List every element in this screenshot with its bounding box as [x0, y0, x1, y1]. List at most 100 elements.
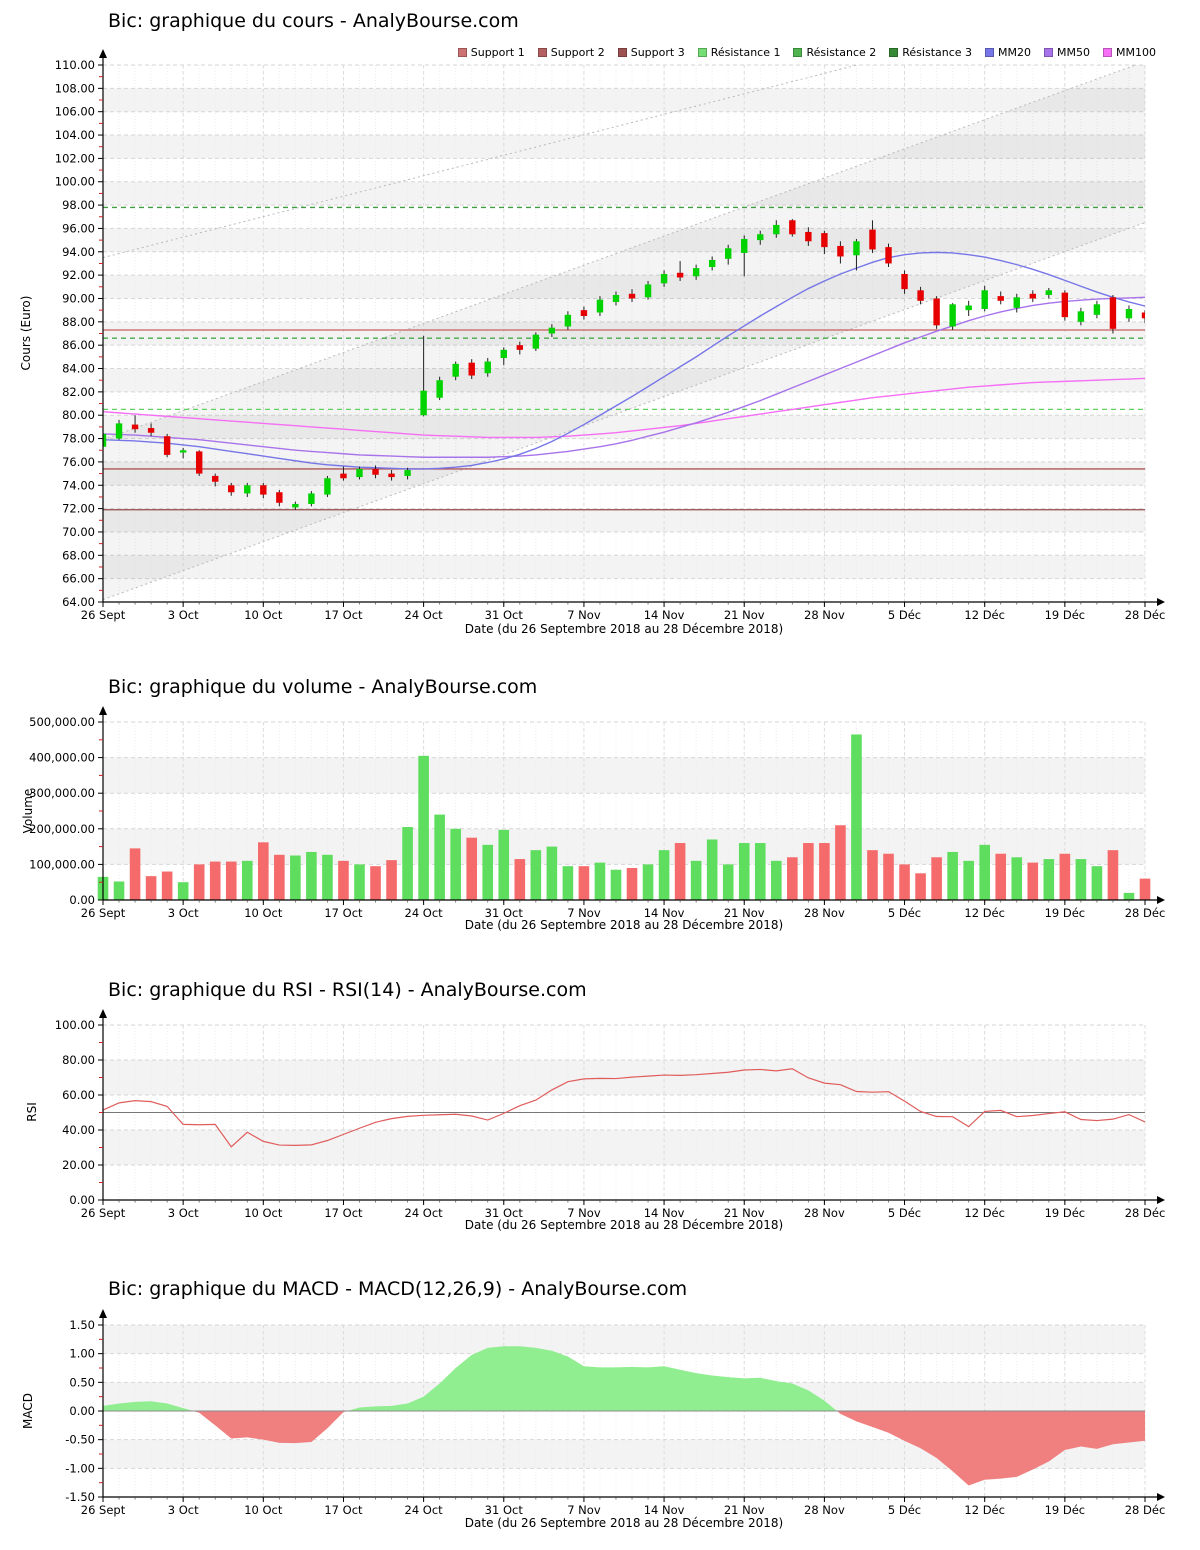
- legend-swatch-icon: [1103, 48, 1113, 57]
- svg-text:26 Sept: 26 Sept: [81, 608, 126, 622]
- rsi-y-axis-label: RSI: [25, 1102, 39, 1122]
- legend-item-mm100: MM100: [1103, 46, 1156, 59]
- legend-label: Support 3: [630, 46, 685, 59]
- svg-text:98.00: 98.00: [62, 198, 95, 212]
- svg-text:100,000.00: 100,000.00: [29, 857, 95, 871]
- svg-text:96.00: 96.00: [62, 221, 95, 235]
- legend-item-support-3: Support 3: [617, 46, 685, 59]
- legend-item-résistance-2: Résistance 2: [793, 46, 876, 59]
- legend-label: Résistance 1: [710, 46, 781, 59]
- svg-text:14 Nov: 14 Nov: [644, 608, 685, 622]
- svg-text:17 Oct: 17 Oct: [324, 1503, 363, 1517]
- svg-text:26 Sept: 26 Sept: [81, 1503, 126, 1517]
- legend-item-résistance-1: Résistance 1: [697, 46, 781, 59]
- volume-chart-title: Bic: graphique du volume - AnalyBourse.c…: [108, 676, 538, 698]
- svg-text:7 Nov: 7 Nov: [567, 608, 601, 622]
- svg-text:64.00: 64.00: [62, 595, 95, 609]
- legend-swatch-icon: [889, 48, 899, 57]
- svg-text:28 Nov: 28 Nov: [804, 906, 845, 920]
- svg-text:0.00: 0.00: [69, 1404, 95, 1418]
- svg-text:5 Déc: 5 Déc: [888, 608, 921, 622]
- legend-label: MM100: [1116, 46, 1156, 59]
- svg-text:12 Déc: 12 Déc: [964, 608, 1005, 622]
- volume-x-axis-label: Date (du 26 Septembre 2018 au 28 Décembr…: [464, 918, 784, 932]
- svg-text:300,000.00: 300,000.00: [29, 786, 95, 800]
- svg-text:3 Oct: 3 Oct: [168, 1206, 199, 1220]
- svg-text:104.00: 104.00: [55, 128, 95, 142]
- legend-label: Résistance 2: [806, 46, 877, 59]
- legend-label: Support 2: [550, 46, 605, 59]
- svg-text:78.00: 78.00: [62, 432, 95, 446]
- svg-text:21 Nov: 21 Nov: [724, 1503, 765, 1517]
- svg-text:26 Sept: 26 Sept: [81, 1206, 126, 1220]
- svg-text:28 Déc: 28 Déc: [1125, 1503, 1166, 1517]
- price-chart-canvas: 64.00 66.00 68.00 70.00 72.00 74.00 76.00 78.00…: [55, 49, 1165, 622]
- svg-text:82.00: 82.00: [62, 385, 95, 399]
- price-chart-title: Bic: graphique du cours - AnalyBourse.co…: [108, 10, 519, 32]
- svg-text:24 Oct: 24 Oct: [405, 906, 444, 920]
- svg-text:31 Oct: 31 Oct: [485, 1206, 524, 1220]
- svg-text:26 Sept: 26 Sept: [81, 906, 126, 920]
- svg-text:21 Nov: 21 Nov: [724, 906, 765, 920]
- svg-text:12 Déc: 12 Déc: [964, 1503, 1005, 1517]
- svg-text:76.00: 76.00: [62, 455, 95, 469]
- svg-text:200,000.00: 200,000.00: [29, 822, 95, 836]
- svg-text:10 Oct: 10 Oct: [244, 1206, 283, 1220]
- svg-text:3 Oct: 3 Oct: [168, 906, 199, 920]
- legend-item-support-2: Support 2: [537, 46, 605, 59]
- svg-text:14 Nov: 14 Nov: [644, 906, 685, 920]
- svg-text:31 Oct: 31 Oct: [485, 608, 524, 622]
- svg-text:1.50: 1.50: [69, 1318, 95, 1332]
- svg-text:31 Oct: 31 Oct: [485, 1503, 524, 1517]
- svg-text:10 Oct: 10 Oct: [244, 1503, 283, 1517]
- svg-text:5 Déc: 5 Déc: [888, 1206, 921, 1220]
- macd-y-axis-label: MACD: [21, 1393, 35, 1429]
- svg-text:1.00: 1.00: [69, 1347, 95, 1361]
- legend-swatch-icon: [617, 48, 627, 57]
- price-y-axis-label: Cours (Euro): [19, 295, 33, 371]
- svg-text:28 Nov: 28 Nov: [804, 1503, 845, 1517]
- legend-label: Résistance 3: [902, 46, 973, 59]
- svg-text:19 Déc: 19 Déc: [1045, 1503, 1086, 1517]
- svg-text:5 Déc: 5 Déc: [888, 1503, 921, 1517]
- svg-text:-0.50: -0.50: [65, 1433, 95, 1447]
- svg-text:19 Déc: 19 Déc: [1045, 608, 1086, 622]
- svg-text:19 Déc: 19 Déc: [1045, 1206, 1086, 1220]
- svg-text:3 Oct: 3 Oct: [168, 608, 199, 622]
- legend-swatch-icon: [1044, 48, 1054, 57]
- svg-text:106.00: 106.00: [55, 105, 95, 119]
- svg-text:68.00: 68.00: [62, 548, 95, 562]
- svg-text:28 Déc: 28 Déc: [1125, 1206, 1166, 1220]
- svg-text:17 Oct: 17 Oct: [324, 906, 363, 920]
- volume-y-axis-label: Volume: [21, 788, 35, 834]
- rsi-chart-section: Bic: graphique du RSI - RSI(14) - AnalyB…: [0, 965, 1200, 1262]
- svg-text:74.00: 74.00: [62, 478, 95, 492]
- svg-text:17 Oct: 17 Oct: [324, 608, 363, 622]
- svg-text:14 Nov: 14 Nov: [644, 1206, 685, 1220]
- svg-text:66.00: 66.00: [62, 572, 95, 586]
- svg-text:500,000.00: 500,000.00: [29, 715, 95, 729]
- svg-text:10 Oct: 10 Oct: [244, 608, 283, 622]
- macd-chart-canvas: -1.50 -1.00 -0.50 0.00 0.50 1.00 1.50 26 Sept 3 …: [65, 1309, 1166, 1517]
- macd-chart-section: Bic: graphique du MACD - MACD(12,26,9) -…: [0, 1262, 1200, 1550]
- svg-text:28 Déc: 28 Déc: [1125, 906, 1166, 920]
- svg-text:19 Déc: 19 Déc: [1045, 906, 1086, 920]
- svg-text:10 Oct: 10 Oct: [244, 906, 283, 920]
- svg-text:21 Nov: 21 Nov: [724, 1206, 765, 1220]
- svg-text:88.00: 88.00: [62, 315, 95, 329]
- legend-swatch-icon: [793, 48, 803, 57]
- svg-text:7 Nov: 7 Nov: [567, 1503, 601, 1517]
- macd-x-axis-label: Date (du 26 Septembre 2018 au 28 Décembr…: [464, 1516, 784, 1530]
- legend-label: MM20: [998, 46, 1032, 59]
- svg-text:108.00: 108.00: [55, 81, 95, 95]
- svg-text:86.00: 86.00: [62, 338, 95, 352]
- svg-text:24 Oct: 24 Oct: [405, 1503, 444, 1517]
- svg-text:0.00: 0.00: [69, 1193, 95, 1207]
- legend-item-mm20: MM20: [985, 46, 1031, 59]
- legend-item-résistance-3: Résistance 3: [889, 46, 972, 59]
- legend-item-support-1: Support 1: [457, 46, 525, 59]
- svg-text:21 Nov: 21 Nov: [724, 608, 765, 622]
- legend-swatch-icon: [457, 48, 467, 57]
- macd-chart-title: Bic: graphique du MACD - MACD(12,26,9) -…: [108, 1278, 688, 1300]
